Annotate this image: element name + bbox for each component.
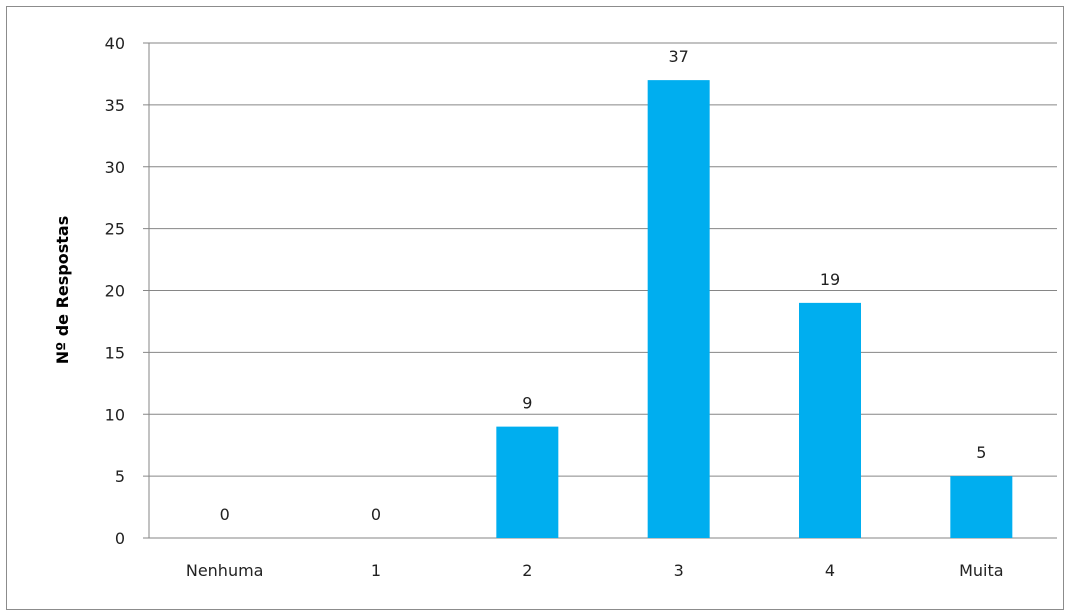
bar xyxy=(950,476,1013,538)
data-label: 0 xyxy=(371,505,381,524)
y-tick-label: 15 xyxy=(105,343,125,362)
y-tick-label: 35 xyxy=(105,96,125,115)
y-tick-label: 30 xyxy=(105,158,125,177)
y-tick-label: 10 xyxy=(105,405,125,424)
bars xyxy=(496,80,1013,538)
bar xyxy=(496,426,559,538)
x-tick-label: 2 xyxy=(522,561,532,580)
data-label: 19 xyxy=(820,270,840,289)
y-tick-label: 5 xyxy=(115,467,125,486)
x-tick-label: Nenhuma xyxy=(186,561,264,580)
x-tick-label: 1 xyxy=(371,561,381,580)
data-label: 37 xyxy=(668,47,688,66)
bar xyxy=(647,80,710,538)
data-label: 0 xyxy=(220,505,230,524)
x-tick-label: 4 xyxy=(825,561,835,580)
data-labels: 0 0 9 37 19 5 xyxy=(220,47,987,524)
x-tick-label: Muita xyxy=(959,561,1003,580)
data-label: 9 xyxy=(522,394,532,413)
gridlines xyxy=(143,42,1057,539)
y-axis-label: Nº de Respostas xyxy=(53,216,72,365)
y-tick-label: 25 xyxy=(105,220,125,239)
bar xyxy=(799,302,861,538)
y-tick-label: 20 xyxy=(105,282,125,301)
y-tick-label: 0 xyxy=(115,529,125,548)
x-tick-label: 3 xyxy=(674,561,684,580)
y-axis-ticks: 0 5 10 15 20 25 30 35 40 xyxy=(105,34,125,548)
y-tick-label: 40 xyxy=(105,34,125,53)
data-label: 5 xyxy=(976,443,986,462)
x-axis-ticks: Nenhuma 1 2 3 4 Muita xyxy=(186,561,1004,580)
